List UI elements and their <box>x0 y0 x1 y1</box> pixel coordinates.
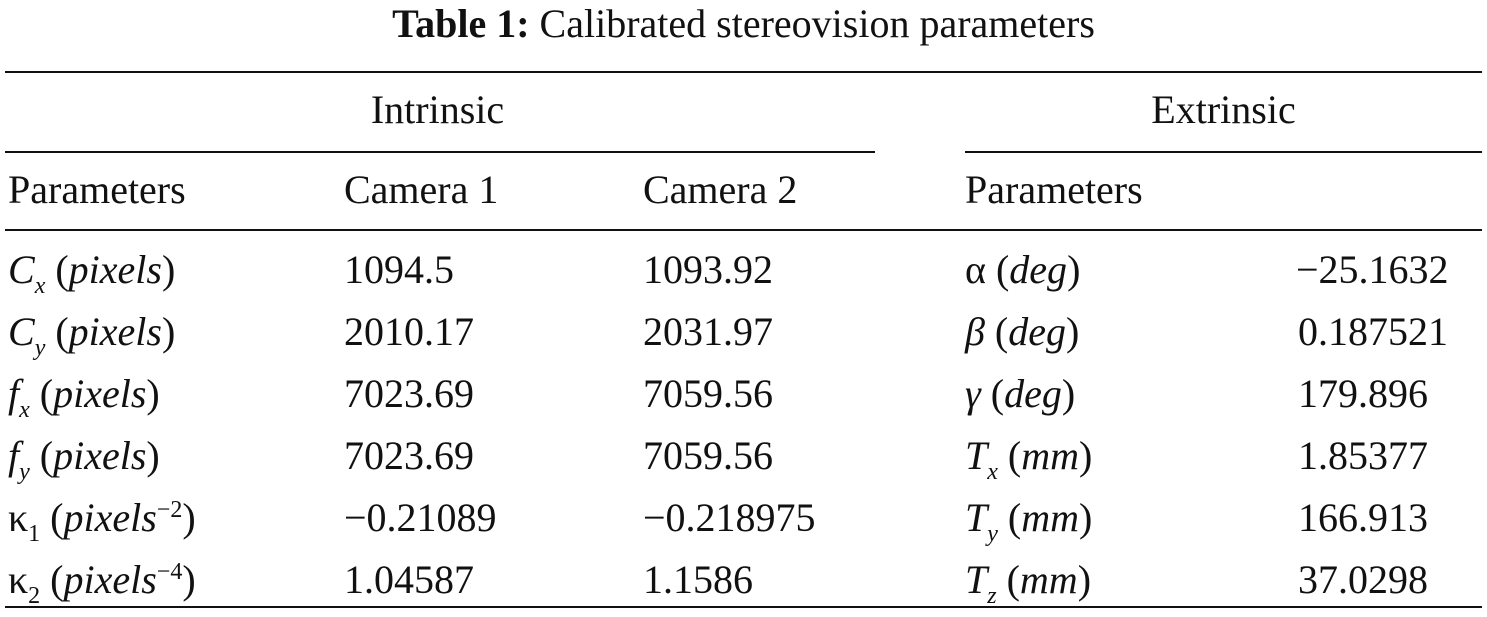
header-camera-2: Camera 2 <box>643 167 798 212</box>
parameter-symbol: f <box>8 371 20 416</box>
extrinsic-value: 1.85377 <box>1298 433 1428 478</box>
parameter-unit: mm <box>1019 557 1078 602</box>
parameter-symbol: T <box>965 557 988 602</box>
parameter-unit: deg <box>1004 371 1062 416</box>
intrinsic-row-parameter: fx (pixels) <box>8 371 160 423</box>
parameter-symbol: κ <box>8 557 29 602</box>
camera-1-value: 2010.17 <box>344 309 474 354</box>
extrinsic-row-parameter: Tz (mm) <box>965 557 1092 609</box>
extrinsic-group-rule <box>965 151 1482 153</box>
camera-2-value: 1093.92 <box>643 247 773 292</box>
parameter-subscript: 1 <box>28 521 41 547</box>
camera-2-value: −0.218975 <box>643 495 816 540</box>
extrinsic-value: 0.187521 <box>1298 309 1448 354</box>
parameter-unit: pixels <box>63 557 157 602</box>
camera-2-value: 1.1586 <box>643 557 753 602</box>
parameter-symbol: β <box>965 309 985 354</box>
extrinsic-row-parameter: Ty (mm) <box>965 495 1093 547</box>
intrinsic-row-parameter: Cx (pixels) <box>8 247 176 299</box>
camera-1-value: 1.04587 <box>344 557 474 602</box>
extrinsic-row-parameter: α (deg) <box>965 247 1081 292</box>
bottom-rule <box>5 606 1482 608</box>
camera-1-value: 7023.69 <box>344 433 474 478</box>
parameter-subscript: y <box>19 459 30 485</box>
header-camera-1: Camera 1 <box>344 167 499 212</box>
extrinsic-row-parameter: Tx (mm) <box>965 433 1093 485</box>
intrinsic-group-rule <box>5 151 875 153</box>
extrinsic-value: 37.0298 <box>1298 557 1428 602</box>
group-header-extrinsic: Extrinsic <box>1151 87 1296 132</box>
parameter-unit: mm <box>1021 495 1080 540</box>
parameter-unit: pixels <box>53 433 147 478</box>
parameter-symbol: C <box>8 309 35 354</box>
camera-2-value: 7059.56 <box>643 433 773 478</box>
camera-1-value: 7023.69 <box>344 371 474 416</box>
extrinsic-value: −25.1632 <box>1296 247 1449 292</box>
parameter-symbol: T <box>965 433 988 478</box>
camera-2-value: 7059.56 <box>643 371 773 416</box>
intrinsic-row-parameter: κ1 (pixels−2) <box>8 495 196 547</box>
parameter-symbol: κ <box>8 495 29 540</box>
extrinsic-row-parameter: β (deg) <box>965 309 1080 354</box>
parameter-unit: pixels <box>53 371 147 416</box>
extrinsic-value: 166.913 <box>1298 495 1428 540</box>
parameter-unit: deg <box>1009 247 1068 292</box>
parameter-subscript: y <box>987 521 998 547</box>
header-intrinsic-parameters: Parameters <box>8 167 186 212</box>
top-rule <box>5 71 1482 73</box>
parameter-unit: pixels <box>68 247 162 292</box>
parameter-symbol: T <box>965 495 988 540</box>
parameter-unit: pixels <box>63 495 157 540</box>
unit-exponent: −4 <box>156 559 183 585</box>
extrinsic-value: 179.896 <box>1298 371 1428 416</box>
intrinsic-row-parameter: Cy (pixels) <box>8 309 176 361</box>
extrinsic-row-parameter: γ (deg) <box>965 371 1076 416</box>
caption-label: Table 1: <box>392 1 530 46</box>
parameter-subscript: y <box>34 335 46 361</box>
parameter-unit: deg <box>1008 309 1067 354</box>
parameter-subscript: x <box>987 459 998 485</box>
unit-exponent: −2 <box>156 497 183 523</box>
header-extrinsic-parameters: Parameters <box>965 167 1143 212</box>
parameter-symbol: α <box>965 247 986 292</box>
intrinsic-row-parameter: κ2 (pixels−4) <box>8 557 196 609</box>
parameter-unit: pixels <box>68 309 162 354</box>
camera-2-value: 2031.97 <box>643 309 773 354</box>
caption-text: Calibrated stereovision parameters <box>539 1 1095 46</box>
table-caption: Table 1: Calibrated stereovision paramet… <box>0 0 1487 48</box>
parameter-symbol: γ <box>965 371 981 416</box>
intrinsic-row-parameter: fy (pixels) <box>8 433 160 485</box>
camera-1-value: −0.21089 <box>344 495 497 540</box>
parameter-symbol: C <box>8 247 35 292</box>
group-header-intrinsic: Intrinsic <box>370 87 505 132</box>
parameter-subscript: x <box>19 397 30 423</box>
parameter-subscript: z <box>987 583 997 609</box>
parameter-subscript: x <box>34 273 46 299</box>
camera-1-value: 1094.5 <box>344 247 454 292</box>
parameter-subscript: 2 <box>28 583 41 609</box>
header-rule <box>5 229 1482 231</box>
parameter-unit: mm <box>1021 433 1080 478</box>
parameter-symbol: f <box>8 433 20 478</box>
